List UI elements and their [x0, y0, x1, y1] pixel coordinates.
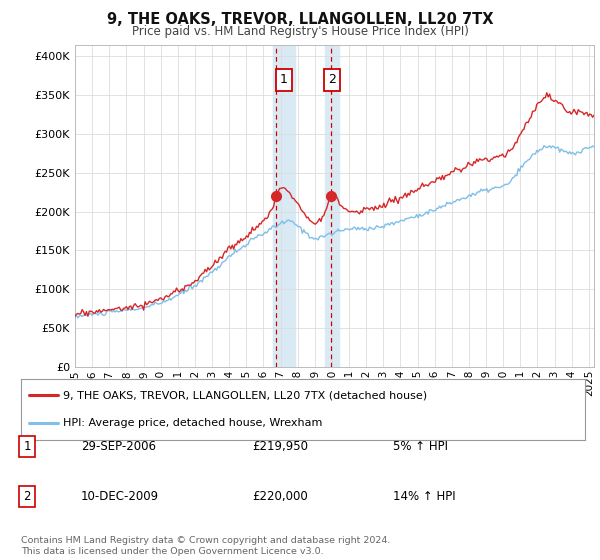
- Text: 2: 2: [328, 73, 336, 86]
- Text: 1: 1: [280, 73, 288, 86]
- Text: HPI: Average price, detached house, Wrexham: HPI: Average price, detached house, Wrex…: [64, 418, 323, 428]
- Bar: [325, 45, 339, 367]
- Text: 5% ↑ HPI: 5% ↑ HPI: [393, 440, 448, 453]
- Text: 1: 1: [23, 440, 31, 453]
- Text: Price paid vs. HM Land Registry's House Price Index (HPI): Price paid vs. HM Land Registry's House …: [131, 25, 469, 38]
- Text: 2: 2: [23, 490, 31, 503]
- Text: 29-SEP-2006: 29-SEP-2006: [81, 440, 156, 453]
- Text: 9, THE OAKS, TREVOR, LLANGOLLEN, LL20 7TX (detached house): 9, THE OAKS, TREVOR, LLANGOLLEN, LL20 7T…: [64, 390, 427, 400]
- Text: Contains HM Land Registry data © Crown copyright and database right 2024.
This d: Contains HM Land Registry data © Crown c…: [21, 536, 391, 556]
- Text: 9, THE OAKS, TREVOR, LLANGOLLEN, LL20 7TX: 9, THE OAKS, TREVOR, LLANGOLLEN, LL20 7T…: [107, 12, 493, 27]
- Text: £220,000: £220,000: [252, 490, 308, 503]
- Text: 14% ↑ HPI: 14% ↑ HPI: [393, 490, 455, 503]
- Text: 10-DEC-2009: 10-DEC-2009: [81, 490, 159, 503]
- Text: £219,950: £219,950: [252, 440, 308, 453]
- Bar: [274, 45, 295, 367]
